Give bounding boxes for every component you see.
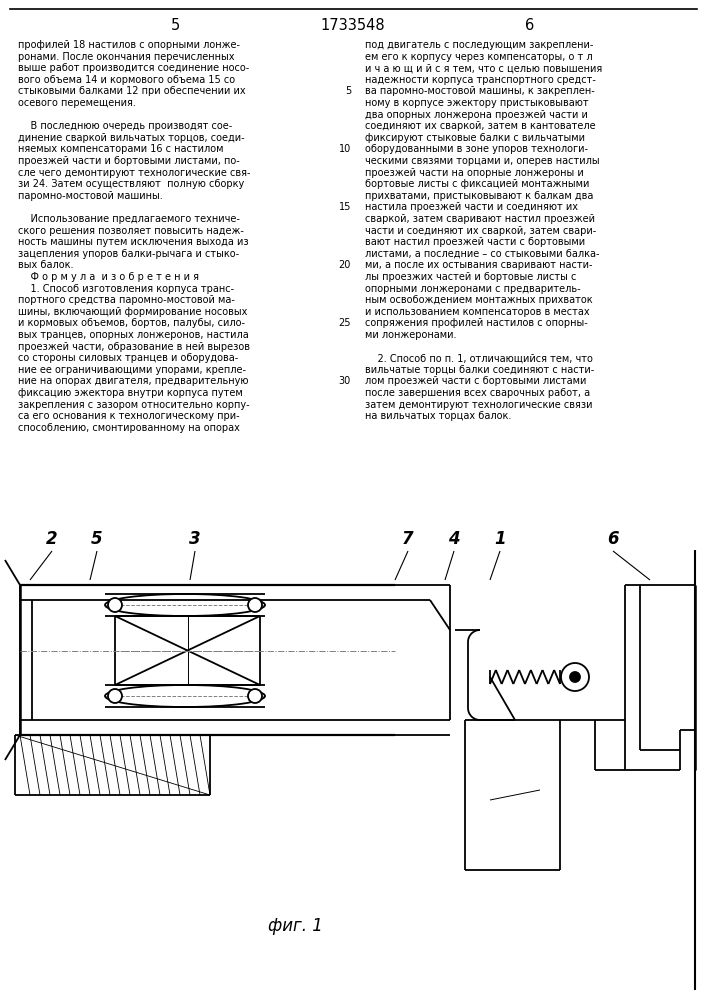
Text: 4: 4 [448,530,460,548]
Text: проезжей части, образование в ней вырезов: проезжей части, образование в ней вырезо… [18,342,250,352]
Text: портного средства паромно-мостовой ма-: портного средства паромно-мостовой ма- [18,295,235,305]
Circle shape [561,663,589,691]
Text: стыковыми балками 12 при обеспечении их: стыковыми балками 12 при обеспечении их [18,86,245,96]
Text: ние на опорах двигателя, предварительную: ние на опорах двигателя, предварительную [18,376,248,386]
Text: профилей 18 настилов с опорными лонже-: профилей 18 настилов с опорными лонже- [18,40,240,50]
Text: и использованием компенсаторов в местах: и использованием компенсаторов в местах [365,307,590,317]
Text: и ч а ю щ и й с я тем, что с целью повышения: и ч а ю щ и й с я тем, что с целью повыш… [365,63,602,73]
Text: вых транцев, опорных лонжеронов, настила: вых транцев, опорных лонжеронов, настила [18,330,249,340]
Text: 1: 1 [494,530,506,548]
Text: и кормовых объемов, бортов, палубы, сило-: и кормовых объемов, бортов, палубы, сило… [18,318,245,328]
Text: закрепления с зазором относительно корпу-: закрепления с зазором относительно корпу… [18,400,250,410]
Text: зацепления упоров балки-рычага и стыко-: зацепления упоров балки-рычага и стыко- [18,249,239,259]
Text: выше работ производится соединение носо-: выше работ производится соединение носо- [18,63,250,73]
Text: проезжей части и бортовыми листами, по-: проезжей части и бортовыми листами, по- [18,156,240,166]
Text: динение сваркой вильчатых торцов, соеди-: динение сваркой вильчатых торцов, соеди- [18,133,245,143]
Text: 5: 5 [345,86,351,96]
Text: вают настил проезжей части с бортовыми: вают настил проезжей части с бортовыми [365,237,585,247]
Text: сле чего демонтируют технологические свя-: сле чего демонтируют технологические свя… [18,168,250,178]
Text: ронами. После окончания перечисленных: ронами. После окончания перечисленных [18,52,235,62]
Text: ского решения позволяет повысить надеж-: ского решения позволяет повысить надеж- [18,226,244,236]
Text: надежности корпуса транспортного средст-: надежности корпуса транспортного средст- [365,75,596,85]
Text: 2. Способ по п. 1, отличающийся тем, что: 2. Способ по п. 1, отличающийся тем, что [365,353,593,363]
Text: сваркой, затем сваривают настил проезжей: сваркой, затем сваривают настил проезжей [365,214,595,224]
Text: проезжей части на опорные лонжероны и: проезжей части на опорные лонжероны и [365,168,584,178]
Text: Использование предлагаемого техниче-: Использование предлагаемого техниче- [18,214,240,224]
Circle shape [248,598,262,612]
Text: 30: 30 [339,376,351,386]
Text: соединяют их сваркой, затем в кантователе: соединяют их сваркой, затем в кантовател… [365,121,595,131]
Text: ность машины путем исключения выхода из: ность машины путем исключения выхода из [18,237,249,247]
Text: 15: 15 [339,202,351,212]
Text: 6: 6 [525,17,534,32]
Text: В последнюю очередь производят сое-: В последнюю очередь производят сое- [18,121,233,131]
Text: вильчатые торцы балки соединяют с насти-: вильчатые торцы балки соединяют с насти- [365,365,595,375]
Text: два опорных лонжерона проезжей части и: два опорных лонжерона проезжей части и [365,110,588,120]
Text: 5: 5 [91,530,103,548]
Text: 6: 6 [607,530,619,548]
Text: ному в корпусе эжектору пристыковывают: ному в корпусе эжектору пристыковывают [365,98,589,108]
Text: вого объема 14 и кормового объема 15 со: вого объема 14 и кормового объема 15 со [18,75,235,85]
Text: осевого перемещения.: осевого перемещения. [18,98,136,108]
Text: фиг. 1: фиг. 1 [267,917,322,935]
Text: паромно-мостовой машины.: паромно-мостовой машины. [18,191,163,201]
Text: 1733548: 1733548 [321,17,385,32]
Text: со стороны силовых транцев и оборудова-: со стороны силовых транцев и оборудова- [18,353,238,363]
Text: 1. Способ изготовления корпуса транс-: 1. Способ изготовления корпуса транс- [18,284,234,294]
Text: лы проезжих частей и бортовые листы с: лы проезжих частей и бортовые листы с [365,272,576,282]
Text: 5: 5 [170,17,180,32]
Text: ем его к корпусу через компенсаторы, о т л: ем его к корпусу через компенсаторы, о т… [365,52,592,62]
Text: 3: 3 [189,530,201,548]
Text: 10: 10 [339,144,351,154]
Text: после завершения всех сварочных работ, а: после завершения всех сварочных работ, а [365,388,590,398]
Text: ва паромно-мостовой машины, к закреплен-: ва паромно-мостовой машины, к закреплен- [365,86,595,96]
Text: под двигатель с последующим закреплени-: под двигатель с последующим закреплени- [365,40,593,50]
Text: фиксируют стыковые балки с вильчатыми: фиксируют стыковые балки с вильчатыми [365,133,585,143]
Text: части и соединяют их сваркой, затем свари-: части и соединяют их сваркой, затем свар… [365,226,596,236]
Text: 20: 20 [339,260,351,270]
Text: ми лонжеронами.: ми лонжеронами. [365,330,457,340]
Text: оборудованными в зоне упоров технологи-: оборудованными в зоне упоров технологи- [365,144,588,154]
Text: настила проезжей части и соединяют их: настила проезжей части и соединяют их [365,202,578,212]
Circle shape [248,689,262,703]
Text: шины, включающий формирование носовых: шины, включающий формирование носовых [18,307,247,317]
Circle shape [108,598,122,612]
Text: бортовые листы с фиксацией монтажными: бортовые листы с фиксацией монтажными [365,179,590,189]
Text: прихватами, пристыковывают к балкам два: прихватами, пристыковывают к балкам два [365,191,593,201]
Text: 25: 25 [339,318,351,328]
Text: листами, а последние – со стыковыми балка-: листами, а последние – со стыковыми балк… [365,249,600,259]
Text: способлению, смонтированному на опорах: способлению, смонтированному на опорах [18,423,240,433]
Circle shape [570,672,580,682]
Text: затем демонтируют технологические связи: затем демонтируют технологические связи [365,400,592,410]
Text: 2: 2 [46,530,58,548]
Text: Ф о р м у л а  и з о б р е т е н и я: Ф о р м у л а и з о б р е т е н и я [18,272,199,282]
Text: ческими связями торцами и, оперев настилы: ческими связями торцами и, оперев настил… [365,156,600,166]
Text: са его основания к технологическому при-: са его основания к технологическому при- [18,411,240,421]
Text: опорными лонжеронами с предваритель-: опорными лонжеронами с предваритель- [365,284,580,294]
Text: лом проезжей части с бортовыми листами: лом проезжей части с бортовыми листами [365,376,586,386]
Text: вых балок.: вых балок. [18,260,74,270]
Circle shape [108,689,122,703]
Text: зи 24. Затем осуществляют  полную сборку: зи 24. Затем осуществляют полную сборку [18,179,244,189]
Text: ным освобождением монтажных прихваток: ным освобождением монтажных прихваток [365,295,592,305]
Text: на вильчатых торцах балок.: на вильчатых торцах балок. [365,411,511,421]
Text: ние ее ограничивающими упорами, крепле-: ние ее ограничивающими упорами, крепле- [18,365,246,375]
Text: сопряжения профилей настилов с опорны-: сопряжения профилей настилов с опорны- [365,318,588,328]
Text: 7: 7 [402,530,414,548]
Text: ми, а после их остывания сваривают насти-: ми, а после их остывания сваривают насти… [365,260,592,270]
Text: няемых компенсаторами 16 с настилом: няемых компенсаторами 16 с настилом [18,144,223,154]
Text: фиксацию эжектора внутри корпуса путем: фиксацию эжектора внутри корпуса путем [18,388,243,398]
